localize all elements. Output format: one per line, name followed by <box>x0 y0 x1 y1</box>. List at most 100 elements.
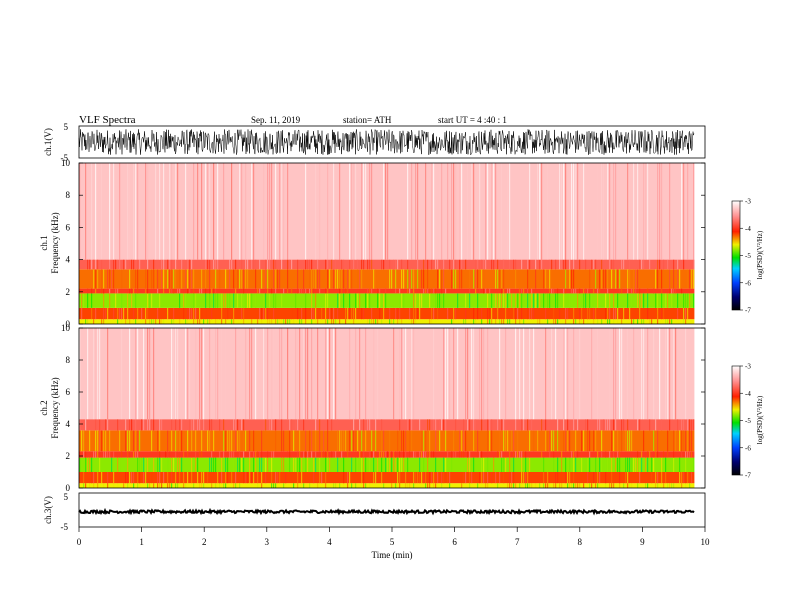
spectrogram-texture <box>623 307 625 320</box>
spectrogram-texture <box>529 328 531 420</box>
spectrogram-texture <box>613 293 615 308</box>
spectrogram-texture <box>207 259 209 270</box>
spectrogram-texture <box>481 307 483 320</box>
spectrogram-texture <box>533 430 535 452</box>
spectrogram-texture <box>639 288 641 294</box>
spectrogram-texture <box>131 288 133 294</box>
colorbar-ch2-ticks: -3-4-5-6-7 <box>740 363 751 480</box>
spectrogram-texture <box>693 259 695 270</box>
spectrogram-texture <box>147 269 149 289</box>
spectrogram-texture <box>571 483 573 488</box>
spectrogram-texture <box>187 328 189 420</box>
spectrogram-texture <box>215 457 217 472</box>
spectrogram-texture <box>121 430 123 452</box>
spectrogram-texture <box>267 319 269 324</box>
spectrogram-texture <box>539 483 541 488</box>
spectrogram-texture <box>397 319 399 324</box>
spectrogram-texture <box>93 451 95 458</box>
spectrogram-texture <box>445 457 447 472</box>
spectrogram-texture <box>481 319 483 324</box>
spectrogram-texture <box>531 288 533 294</box>
spectrogram-texture <box>647 293 649 308</box>
spectrogram-texture <box>555 259 557 270</box>
spectrogram-texture <box>303 288 305 294</box>
spectrogram-texture <box>557 419 559 431</box>
spectrogram-texture <box>173 319 175 324</box>
spectrogram-texture <box>413 328 415 420</box>
spectrogram-texture <box>657 319 659 324</box>
spectrogram-texture <box>205 269 207 289</box>
spectrogram-texture <box>597 483 599 488</box>
spectrogram-texture <box>255 457 257 472</box>
spectrogram-texture <box>487 307 489 320</box>
spectrogram-texture <box>531 307 533 320</box>
spectrogram-texture <box>667 259 669 270</box>
spectrogram-texture <box>337 269 339 289</box>
spectrogram-texture <box>145 319 147 324</box>
spectrogram-texture <box>543 483 545 488</box>
spectrogram-texture <box>121 269 123 289</box>
spectrogram-texture <box>143 419 145 431</box>
spectrogram-texture <box>145 472 147 484</box>
spectrogram-texture <box>171 457 173 472</box>
spectrogram-texture <box>83 483 85 488</box>
spectrogram-texture <box>437 307 439 320</box>
spectrogram-texture <box>337 307 339 320</box>
spectrogram-texture <box>497 293 499 308</box>
spectrogram-texture <box>245 472 247 484</box>
spectrogram-texture <box>413 483 415 488</box>
spectrogram-texture <box>309 288 311 294</box>
spectrogram-texture <box>419 419 421 431</box>
spectrogram-texture <box>689 293 691 308</box>
spectrogram-texture <box>613 430 615 452</box>
spectrogram-texture <box>243 451 245 458</box>
spectrogram-texture <box>667 430 669 452</box>
spectrogram-texture <box>693 163 695 260</box>
spectrogram-texture <box>423 430 425 452</box>
spectrogram-texture <box>275 319 277 324</box>
spectrogram-texture <box>561 457 563 472</box>
spectrogram-texture <box>657 307 659 320</box>
spectrogram-texture <box>491 293 493 308</box>
spectrogram-texture <box>185 319 187 324</box>
spectrogram-texture <box>685 293 687 308</box>
spectrogram-texture <box>587 430 589 452</box>
colorbar-ch1-label: log(PSD)(V²/Hz) <box>756 230 764 279</box>
spectrogram-texture <box>175 269 177 289</box>
spectrogram-texture <box>355 483 357 488</box>
spectrogram-texture <box>499 472 501 484</box>
spectrogram-texture <box>135 419 137 431</box>
spectrogram-texture <box>201 307 203 320</box>
spectrogram-texture <box>201 328 203 420</box>
spectrogram-texture <box>395 288 397 294</box>
spectrogram-texture <box>671 288 673 294</box>
spectrogram-texture <box>599 457 601 472</box>
spectrogram-texture <box>505 307 507 320</box>
spectrogram-texture <box>291 307 293 320</box>
spectrogram-texture <box>207 472 209 484</box>
spectrogram-texture <box>333 269 335 289</box>
spectrogram-texture <box>535 259 537 270</box>
spectrogram-texture <box>643 163 645 260</box>
spectrogram-texture <box>395 269 397 289</box>
spectrogram-texture <box>271 163 273 260</box>
spectrogram-texture <box>679 430 681 452</box>
spectrogram-texture <box>513 451 515 458</box>
xtick-label: 0 <box>77 537 82 547</box>
spectrogram-texture <box>445 430 447 452</box>
spectrogram-texture <box>369 288 371 294</box>
spectrogram-texture <box>101 269 103 289</box>
spectrogram-texture <box>137 472 139 484</box>
spectrogram-texture <box>631 293 633 308</box>
spectrogram-texture <box>523 288 525 294</box>
spectrogram-texture <box>561 259 563 270</box>
spectrogram-texture <box>189 288 191 294</box>
spectrogram-texture <box>87 328 89 420</box>
spectrogram-texture <box>305 328 307 420</box>
spectrogram-texture <box>109 288 111 294</box>
spectrogram-texture <box>305 293 307 308</box>
spectrogram-texture <box>477 451 479 458</box>
spectrogram-texture <box>263 419 265 431</box>
spectrogram-texture <box>509 319 511 324</box>
